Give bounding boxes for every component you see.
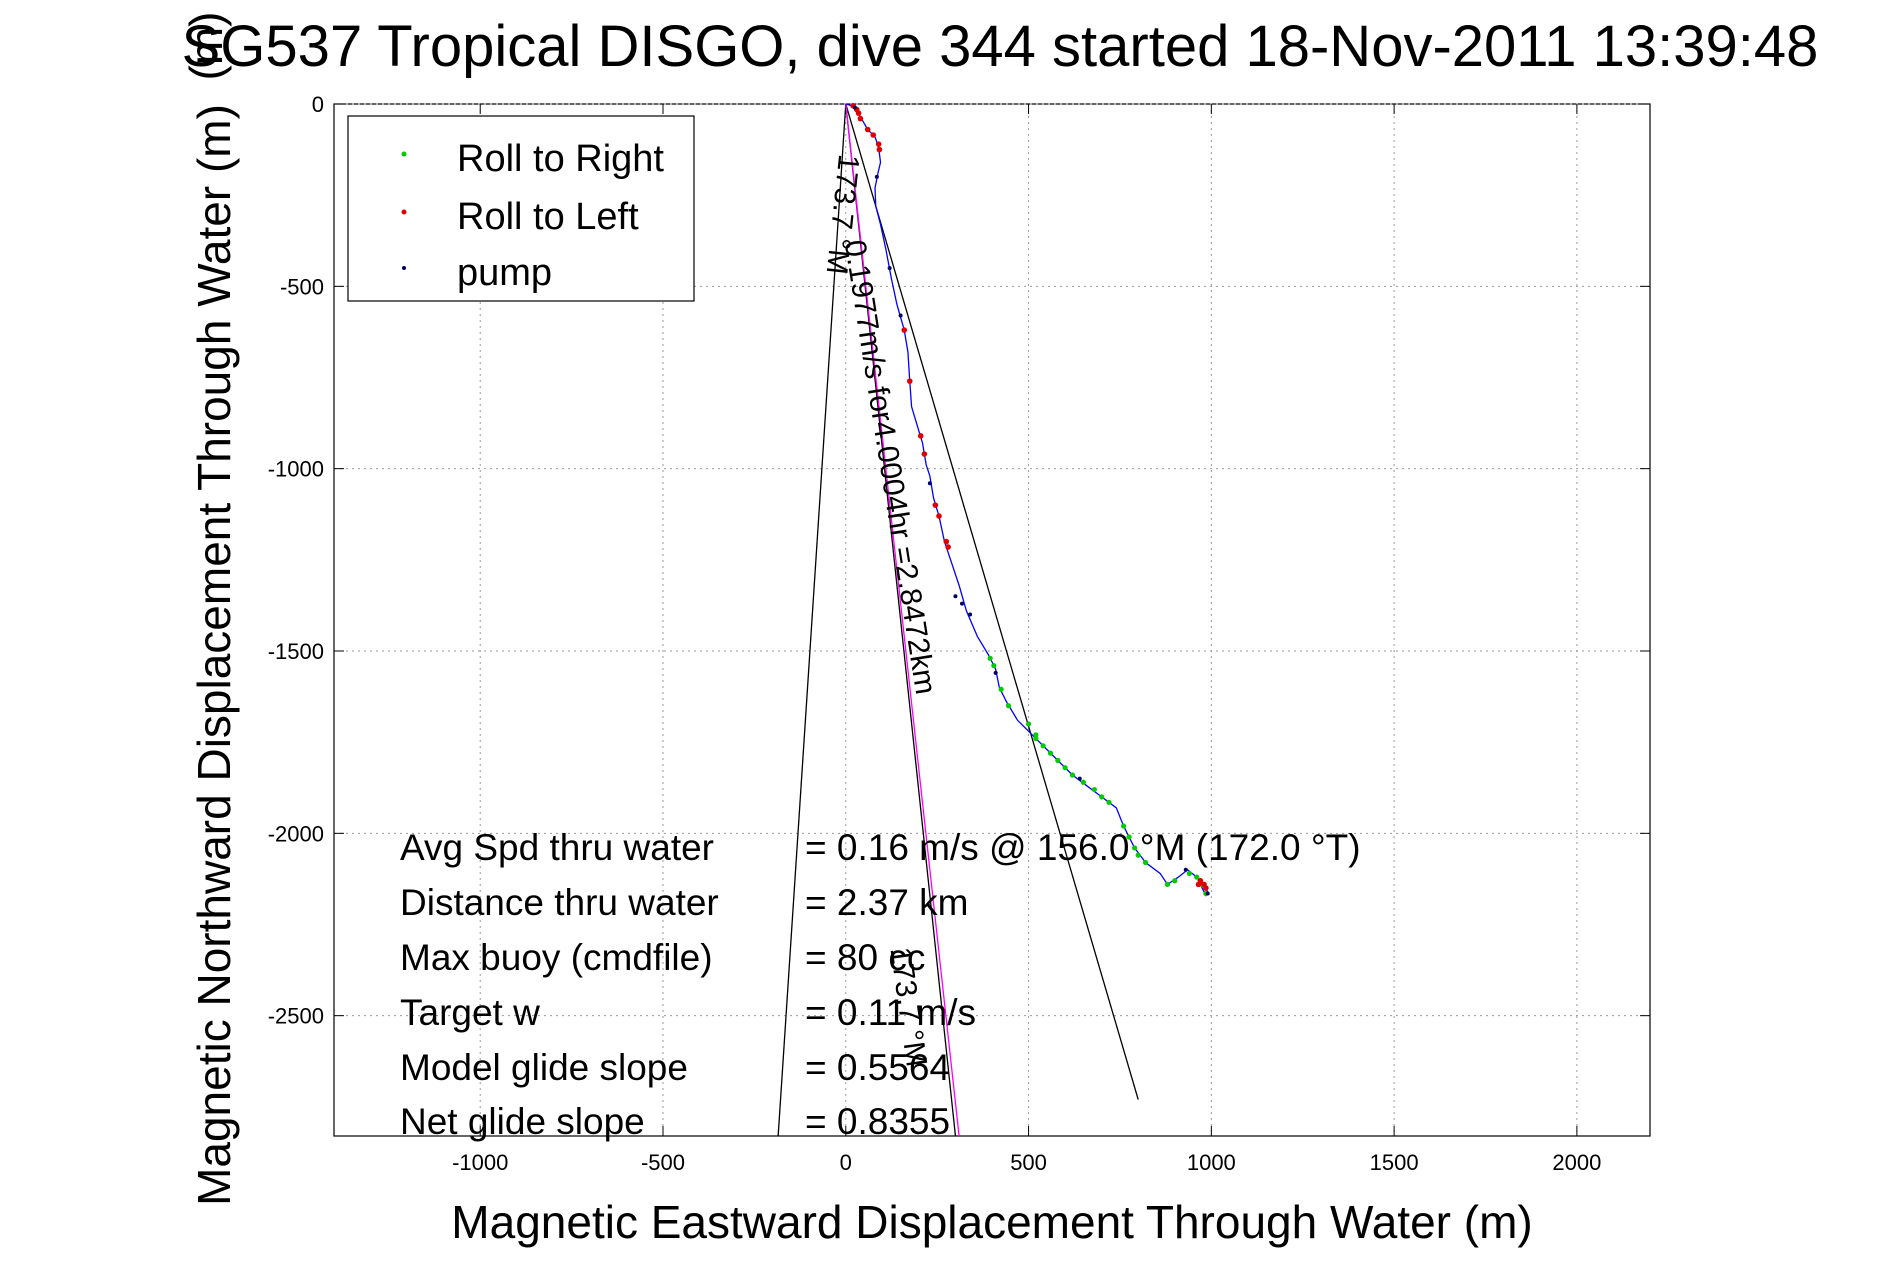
roll-right-point: [1172, 878, 1178, 884]
stat-value-max-buoy: = 80 cc: [805, 937, 925, 978]
roll-left-point: [901, 327, 908, 333]
pump-point: [927, 481, 932, 486]
x-tick-label: -500: [641, 1150, 685, 1175]
pump-point: [953, 594, 958, 599]
x-tick-label: 1000: [1187, 1150, 1236, 1175]
roll-right-point: [1186, 870, 1192, 877]
roll-right-point: [1142, 859, 1149, 866]
series-layer: [777, 103, 1210, 1137]
current-line: [845, 103, 960, 1137]
roll-left-point: [921, 451, 928, 457]
pump-point: [852, 105, 857, 110]
grid-layer: [334, 103, 1650, 1136]
chart-title: SG537 Tropical DISGO, dive 344 started 1…: [182, 14, 1819, 79]
stat-value-model-glide: = 0.5564: [805, 1047, 950, 1088]
x-axis-label: Magnetic Eastward Displacement Through W…: [451, 1196, 1532, 1248]
roll-right-point: [1055, 757, 1061, 763]
roll-left-point: [857, 115, 864, 122]
pump-point: [960, 601, 965, 606]
roll-right-point: [1164, 881, 1171, 887]
title-overlay-fragment: (m): [180, 12, 232, 81]
pump-point: [898, 313, 903, 318]
y-tick-label: -2000: [268, 821, 324, 846]
legend-label-pump: pump: [457, 252, 552, 294]
roll-right-point: [1047, 750, 1054, 756]
pump-point: [874, 174, 879, 179]
legend-marker-roll-left: [401, 209, 407, 215]
legend: Roll to Right Roll to Left pump: [347, 115, 695, 302]
pump-point: [887, 266, 892, 271]
roll-left-point: [876, 146, 883, 153]
stat-value-target-w: = 0.11 m/s: [805, 992, 976, 1033]
roll-right-point: [1091, 786, 1097, 793]
tick-layer: -1000 -500 0 500 1000 1500 2000 0 -500 -1000 -1500…: [268, 92, 1650, 1175]
roll-left-point: [1203, 885, 1209, 891]
y-tick-label: -2500: [268, 1004, 324, 1029]
x-tick-label: 0: [840, 1150, 852, 1175]
roll-right-point: [1069, 772, 1076, 778]
stat-label-net-glide: Net glide slope: [400, 1101, 645, 1142]
stat-label-model-glide: Model glide slope: [400, 1047, 688, 1088]
roll-left-point: [943, 538, 950, 545]
legend-label-roll-right: Roll to Right: [457, 138, 664, 180]
roll-left-point: [936, 513, 942, 519]
stats-block: Avg Spd thru water = 0.16 m/s @ 156.0 °M…: [400, 827, 1361, 1142]
roll-right-point: [1025, 721, 1032, 727]
heading-line-right: [845, 103, 1139, 1100]
roll-left-point: [906, 378, 913, 384]
legend-marker-pump: [402, 266, 406, 270]
legend-marker-roll-right: [401, 151, 407, 157]
roll-left-point: [1195, 881, 1202, 888]
roll-left-point: [855, 110, 862, 116]
roll-left-point: [870, 132, 876, 138]
roll-right-point: [1126, 834, 1132, 840]
y-axis-label: Magnetic Northward Displacement Through …: [188, 104, 240, 1206]
x-tick-label: -1000: [452, 1150, 508, 1175]
roll-right-point: [1033, 735, 1039, 742]
y-tick-label: -1000: [268, 457, 324, 482]
roll-left-point: [875, 141, 882, 147]
pump-point: [1077, 776, 1082, 781]
roll-right-point: [1040, 743, 1046, 749]
roll-right-point: [987, 655, 993, 661]
x-tick-label: 2000: [1552, 1150, 1601, 1175]
roll-left-point: [945, 544, 951, 550]
roll-right-point: [1005, 703, 1012, 709]
roll-right-point: [1135, 852, 1141, 858]
roll-right-point: [1099, 794, 1105, 800]
y-tick-label: -1500: [268, 639, 324, 664]
stat-value-net-glide: = 0.8355: [805, 1101, 950, 1142]
roll-right-point: [1080, 779, 1086, 785]
roll-left-point: [864, 126, 871, 133]
pump-point: [1205, 891, 1210, 896]
pump-point: [1183, 867, 1188, 872]
roll-right-point: [1033, 732, 1039, 738]
roll-right-point: [991, 662, 997, 669]
y-tick-label: 0: [312, 92, 324, 117]
roll-right-point: [1062, 765, 1068, 771]
stat-label-distance: Distance thru water: [400, 882, 719, 923]
legend-label-roll-left: Roll to Left: [457, 196, 639, 238]
roll-left-point: [932, 502, 939, 508]
roll-right-point: [1121, 823, 1127, 829]
roll-right-point: [1131, 845, 1138, 851]
stat-label-max-buoy: Max buoy (cmdfile): [400, 937, 713, 978]
stat-value-distance: = 2.37 km: [805, 882, 969, 923]
roll-right-point: [998, 686, 1004, 692]
stat-label-avg-speed: Avg Spd thru water: [400, 827, 714, 868]
x-tick-label: 1500: [1370, 1150, 1419, 1175]
x-tick-label: 500: [1010, 1150, 1047, 1175]
pump-point: [993, 670, 998, 675]
pump-point: [968, 612, 973, 617]
stat-value-avg-speed: = 0.16 m/s @ 156.0 °M (172.0 °T): [805, 827, 1361, 868]
y-tick-label: -500: [280, 274, 324, 299]
roll-right-point: [1194, 874, 1200, 880]
heading-line-left: [777, 103, 847, 1137]
legend-box: [347, 115, 695, 302]
stat-label-target-w: Target w: [400, 992, 540, 1033]
roll-right-point: [1106, 799, 1112, 805]
glider-track-line: [845, 103, 1209, 897]
roll-left-point: [917, 433, 924, 439]
